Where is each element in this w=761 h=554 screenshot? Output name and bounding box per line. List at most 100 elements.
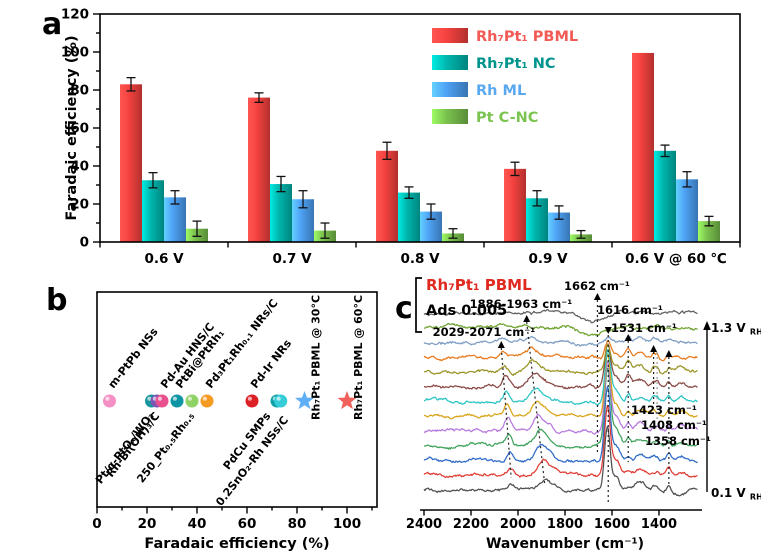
spectrum-curve xyxy=(423,349,698,407)
marker-highlight xyxy=(105,396,110,401)
y-tick-label: 40 xyxy=(70,159,89,175)
circle-marker xyxy=(155,394,169,408)
annotation-label: 1531 cm⁻¹ xyxy=(611,321,677,335)
bar xyxy=(376,150,398,242)
arrow-up-icon xyxy=(593,293,601,300)
bar xyxy=(164,197,186,242)
y-tick-label: 100 xyxy=(61,45,89,61)
x-tick-label: 20 xyxy=(138,516,157,532)
spectrum-curve xyxy=(423,343,698,390)
x-tick-label: 60 xyxy=(238,516,257,532)
bar xyxy=(120,84,142,242)
spectrum-curve xyxy=(423,353,698,420)
x-tick-label: 0 xyxy=(92,516,101,532)
x-tick-label: 0.8 V xyxy=(400,251,440,267)
spectrum-curve xyxy=(423,404,698,479)
annotation-guide xyxy=(500,347,512,479)
x-tick-label: 0.9 V xyxy=(528,251,568,267)
bar xyxy=(398,192,420,242)
bar xyxy=(698,221,720,242)
point-label: m-PtPb NSs xyxy=(106,325,161,391)
bar xyxy=(632,52,654,243)
bar xyxy=(292,199,314,242)
panel-a-letter: a xyxy=(42,7,63,42)
bar xyxy=(654,150,676,242)
circle-marker xyxy=(274,394,288,408)
spectrum-curve xyxy=(423,386,698,464)
x-axis-label: Faradaic efficiency (%) xyxy=(144,536,329,552)
legend-label: Rh₇Pt₁ NC xyxy=(476,56,556,72)
arrow-up-icon xyxy=(523,315,531,322)
point-label: Pd-Ir NRs xyxy=(248,337,294,391)
spectrum-curve xyxy=(423,367,698,450)
y-tick-label: 60 xyxy=(70,121,89,137)
arrow-up-icon xyxy=(703,321,711,330)
legend-label: Rh₇Pt₁ PBML xyxy=(476,29,578,45)
marker-highlight xyxy=(157,396,162,401)
x-tick-label: 2200 xyxy=(453,517,489,532)
bottom-potential-label: 0.1 V RHE xyxy=(711,486,761,502)
marker-highlight xyxy=(276,396,281,401)
panel-b-letter: b xyxy=(46,283,68,318)
spectrum-curve xyxy=(423,339,698,362)
x-tick-label: 1400 xyxy=(641,517,677,532)
star-marker xyxy=(337,391,357,410)
point-label: Rh₇Pt₁ PBML @ 30°C xyxy=(310,295,323,420)
spectrum-curve xyxy=(423,308,698,324)
circle-marker xyxy=(245,394,259,408)
x-tick-label: 2400 xyxy=(406,517,442,532)
x-axis-label: Wavenumber (cm⁻¹) xyxy=(486,536,644,552)
spectrum-curve xyxy=(423,361,699,435)
marker-highlight xyxy=(202,396,207,401)
scale-bracket xyxy=(415,277,422,333)
panel-c-letter: c xyxy=(395,291,413,326)
bar xyxy=(248,97,270,242)
y-tick-label: 20 xyxy=(70,197,89,213)
x-tick-label: 2000 xyxy=(500,517,536,532)
bar xyxy=(526,198,548,242)
circle-marker xyxy=(200,394,214,408)
bar xyxy=(420,211,442,242)
annotation-label: 1886-1963 cm⁻¹ xyxy=(470,297,573,311)
bar xyxy=(142,180,164,242)
annotation-label: 2029-2071 cm⁻¹ xyxy=(433,325,536,339)
point-label: Rh₇Pt₁ PBML @ 60°C xyxy=(352,295,365,420)
subscript: RHE xyxy=(750,328,761,337)
x-tick-label: 40 xyxy=(188,516,207,532)
annotation-label: 1616 cm⁻¹ xyxy=(597,303,663,317)
x-tick-label: 100 xyxy=(333,516,361,532)
bar xyxy=(504,168,526,242)
panel-c-spectra-chart: 2400 2200 2000 1800 1600 1400 Wavenumber (cm⁻¹… xyxy=(406,276,761,552)
x-tick-label: 0.7 V xyxy=(272,251,312,267)
legend-swatch xyxy=(432,109,468,124)
y-tick-label: 0 xyxy=(80,235,89,251)
arrow-down-icon xyxy=(604,327,612,334)
legend-swatch xyxy=(432,55,468,70)
x-tick-label: 80 xyxy=(288,516,307,532)
arrow-up-icon xyxy=(650,345,658,352)
marker-highlight xyxy=(187,396,192,401)
spectrum-curve xyxy=(423,335,698,347)
subscript: RHE xyxy=(750,493,761,502)
spectrum-curve xyxy=(423,322,698,337)
x-tick-label: 1600 xyxy=(594,517,630,532)
y-tick-label: 120 xyxy=(61,7,89,23)
bar xyxy=(270,184,292,242)
marker-highlight xyxy=(247,396,252,401)
legend-label: Pt C-NC xyxy=(476,110,538,126)
y-axis-label: Faradaic efficiency (%) xyxy=(64,35,80,220)
x-tick-label: 0.6 V @ 60 ℃ xyxy=(625,251,727,267)
arrow-up-icon xyxy=(497,341,505,348)
circle-marker xyxy=(103,394,116,408)
circle-marker xyxy=(185,394,199,408)
annotation-label: 1662 cm⁻¹ xyxy=(564,279,630,293)
circle-marker xyxy=(170,394,184,408)
panel-a-bar-chart: 0.6 V 0.7 V 0.8 V 0.9 V 0.6 V @ 60 ℃ 0 20 40 60 8… xyxy=(61,7,741,267)
bar xyxy=(548,212,570,242)
annotation-label: 1408 cm⁻¹ xyxy=(641,418,707,432)
legend-label: Rh ML xyxy=(476,83,526,99)
legend-swatch xyxy=(432,82,468,97)
top-potential-label: 1.3 V RHE xyxy=(711,321,761,337)
